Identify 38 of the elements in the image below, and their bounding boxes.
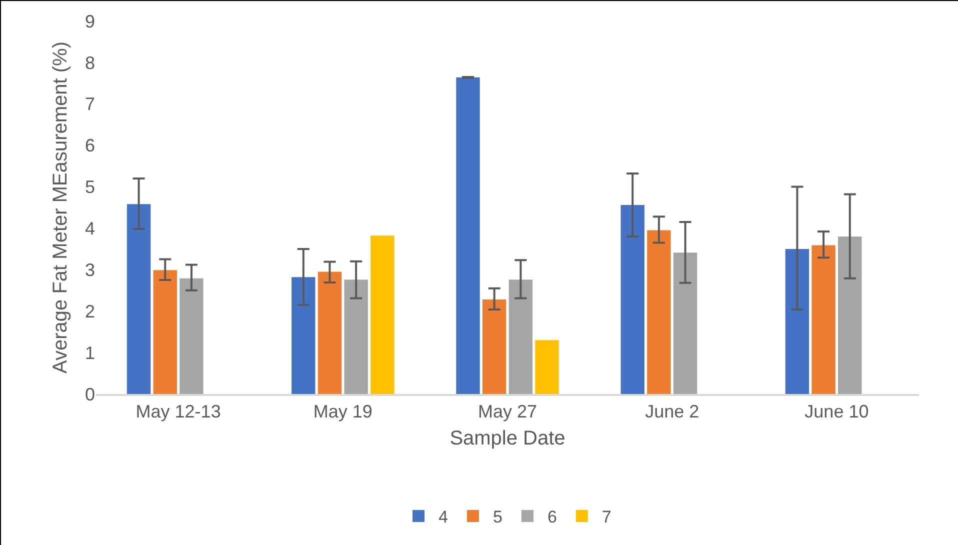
bar — [292, 277, 316, 394]
y-tick-label: 6 — [84, 136, 95, 156]
legend-label: 6 — [547, 508, 557, 527]
bar — [126, 204, 151, 394]
bar — [812, 245, 836, 394]
legend-label: 7 — [602, 508, 612, 527]
bar — [153, 270, 177, 394]
y-tick-label: 9 — [84, 11, 95, 32]
bar — [838, 236, 862, 394]
bar — [535, 340, 559, 394]
y-axis-title: Average Fat Meter MEasurement (%) — [49, 42, 72, 374]
x-tick-label: May 19 — [313, 402, 372, 422]
bar — [370, 236, 394, 394]
x-tick-label: June 2 — [645, 402, 700, 422]
y-tick-label: 4 — [84, 218, 95, 239]
legend-label: 5 — [492, 508, 502, 527]
y-tick-label: 2 — [84, 301, 95, 322]
bar — [647, 230, 671, 394]
bar — [318, 272, 342, 394]
y-tick-label: 8 — [84, 52, 95, 73]
y-tick-label: 1 — [84, 342, 95, 363]
x-tick-label: May 27 — [478, 402, 538, 422]
bar — [785, 248, 810, 394]
y-tick-label: 5 — [84, 177, 95, 198]
bar — [482, 300, 506, 394]
bar — [508, 280, 533, 394]
bar — [180, 278, 204, 394]
bar — [456, 77, 480, 394]
bar — [673, 252, 698, 394]
y-tick-label: 7 — [84, 94, 95, 114]
x-axis-title: Sample Date — [450, 428, 566, 450]
legend-label: 4 — [438, 508, 448, 527]
y-tick-label: 3 — [84, 260, 95, 280]
x-tick-label: May 12-13 — [136, 402, 221, 422]
bar — [344, 280, 368, 394]
x-tick-label: June 10 — [804, 402, 869, 422]
bar — [620, 205, 644, 394]
y-tick-label: 0 — [84, 384, 95, 404]
